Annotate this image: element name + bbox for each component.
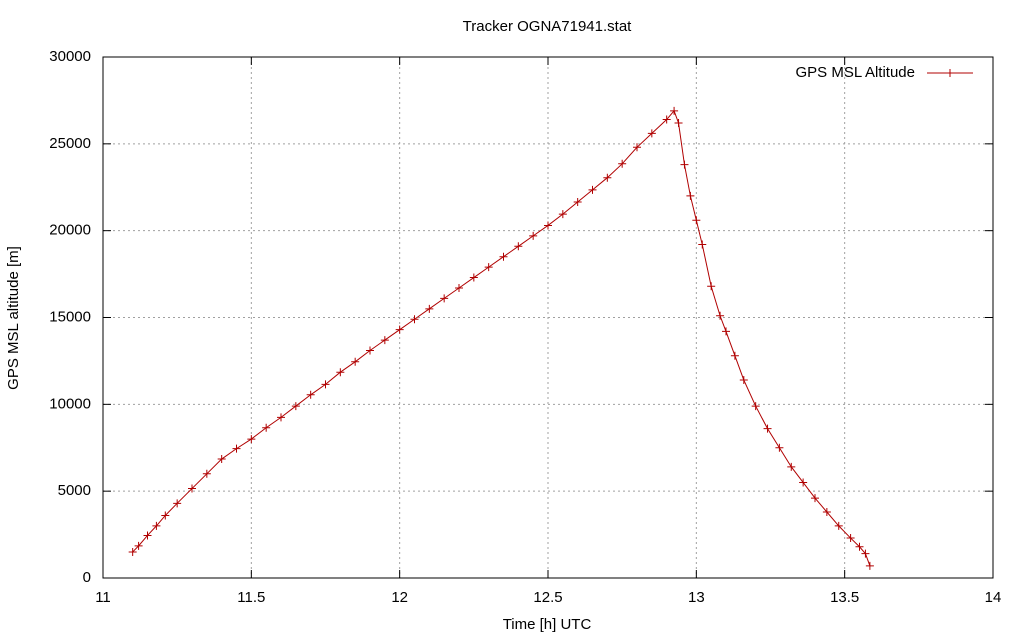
y-axis-label: GPS MSL altitude [m] bbox=[5, 246, 22, 390]
data-point bbox=[855, 542, 864, 551]
data-point bbox=[618, 159, 627, 168]
data-point bbox=[143, 531, 152, 540]
data-point bbox=[247, 435, 256, 444]
data-point bbox=[573, 198, 582, 207]
data-point bbox=[686, 191, 695, 200]
data-point bbox=[647, 129, 656, 138]
data-point bbox=[321, 380, 330, 389]
y-tick-label: 0 bbox=[83, 569, 91, 586]
data-point bbox=[787, 462, 796, 471]
data-point bbox=[128, 547, 137, 556]
data-point bbox=[716, 311, 725, 320]
x-tick-label: 11.5 bbox=[237, 589, 265, 606]
data-point bbox=[152, 521, 161, 530]
data-point bbox=[173, 499, 182, 508]
data-point bbox=[469, 273, 478, 282]
data-point bbox=[161, 511, 170, 520]
data-point bbox=[202, 469, 211, 478]
legend-label: GPS MSL Altitude bbox=[795, 64, 915, 81]
data-point bbox=[692, 216, 701, 225]
data-point bbox=[861, 549, 870, 558]
x-tick-label: 13 bbox=[688, 589, 705, 606]
data-point bbox=[336, 368, 345, 377]
y-tick-label: 20000 bbox=[49, 222, 91, 239]
y-tick-label: 30000 bbox=[49, 48, 91, 65]
x-tick-label: 14 bbox=[985, 589, 1002, 606]
data-point bbox=[395, 325, 404, 334]
data-point bbox=[811, 494, 819, 503]
data-point bbox=[680, 160, 689, 169]
data-point bbox=[306, 390, 315, 399]
data-point bbox=[351, 357, 360, 366]
data-point bbox=[232, 444, 241, 453]
data-point bbox=[739, 376, 748, 385]
data-point bbox=[188, 484, 196, 493]
data-point bbox=[380, 336, 389, 345]
data-point bbox=[588, 185, 597, 194]
chart-title: Tracker OGNA71941.stat bbox=[463, 18, 633, 35]
x-axis-label: Time [h] UTC bbox=[503, 616, 592, 633]
data-point bbox=[440, 294, 449, 303]
data-point bbox=[775, 443, 784, 452]
data-point bbox=[291, 402, 300, 411]
data-point bbox=[558, 210, 567, 219]
legend-marker bbox=[946, 69, 954, 77]
x-tick-label: 12.5 bbox=[533, 589, 562, 606]
y-tick-label: 10000 bbox=[49, 395, 91, 412]
y-tick-label: 5000 bbox=[58, 482, 91, 499]
data-point bbox=[217, 455, 226, 464]
data-point bbox=[366, 346, 374, 355]
data-point bbox=[722, 327, 730, 336]
data-point bbox=[834, 521, 843, 530]
data-point bbox=[603, 173, 612, 182]
y-tick-label: 25000 bbox=[49, 135, 91, 152]
data-point bbox=[633, 143, 641, 152]
data-point bbox=[730, 351, 739, 360]
data-point bbox=[846, 534, 855, 543]
plot-border bbox=[102, 56, 994, 579]
data-point bbox=[670, 106, 679, 115]
data-point bbox=[499, 252, 508, 261]
data-point bbox=[514, 242, 523, 251]
data-point bbox=[425, 304, 434, 313]
data-point bbox=[455, 283, 463, 292]
data-point bbox=[410, 315, 419, 324]
data-line bbox=[132, 109, 871, 567]
data-point bbox=[799, 478, 808, 487]
data-point bbox=[134, 541, 143, 550]
x-tick-label: 12 bbox=[391, 589, 408, 606]
data-point bbox=[484, 263, 493, 272]
data-point bbox=[544, 221, 552, 230]
data-point bbox=[529, 231, 538, 240]
data-point bbox=[865, 561, 874, 570]
data-point bbox=[662, 115, 671, 124]
data-point bbox=[698, 240, 707, 249]
data-point bbox=[707, 282, 716, 291]
x-tick-label: 11 bbox=[95, 589, 111, 606]
x-tick-label: 13.5 bbox=[830, 589, 859, 606]
data-point bbox=[763, 424, 772, 433]
data-point bbox=[277, 413, 285, 422]
y-tick-label: 15000 bbox=[49, 308, 91, 325]
data-point bbox=[674, 118, 683, 127]
data-point bbox=[751, 402, 760, 411]
data-point bbox=[822, 508, 831, 517]
data-point bbox=[262, 423, 271, 432]
